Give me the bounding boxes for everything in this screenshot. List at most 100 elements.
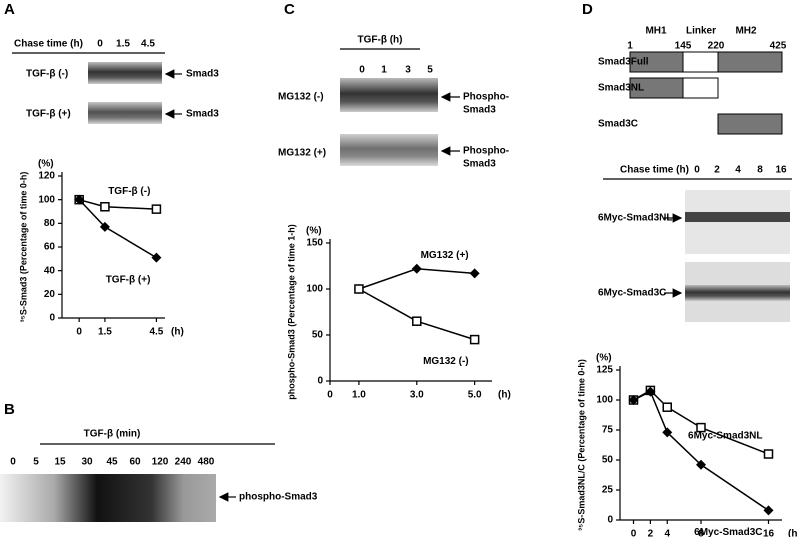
marker [763,505,774,516]
y-tick-label: 120 [38,171,55,182]
chase-label: Chase time (h) [620,165,689,176]
y-tick-label: 60 [44,242,56,253]
y-tick-label: 100 [596,395,613,406]
time: 60 [129,457,141,468]
time: 5 [427,65,433,76]
y-tick-label: 0 [607,515,613,526]
position: 425 [770,41,787,52]
band-label: Smad3 [463,159,496,170]
series-label: TGF-β (+) [106,274,151,285]
band-label: Phospho- [463,146,509,157]
band-label: phospho-Smad3 [239,492,318,503]
condition: MG132 (+) [278,148,326,159]
x-tick-label: 0 [76,327,82,338]
series-label: MG132 (-) [423,356,469,367]
y-tick-label: 100 [38,194,55,205]
time: 0 [359,65,365,76]
construct: Smad3C [598,119,638,130]
y-axis-label: ³⁵S-Smad3NL/C (Percentage of time 0-h) [576,359,586,531]
time: 1 [381,65,387,76]
x-tick-label: 0 [631,529,637,537]
chase-time: 0 [694,165,700,176]
y-tick-label: 50 [602,455,614,466]
band-label: Phospho- [463,92,509,103]
y-tick-label: 75 [602,425,614,436]
x-tick-label: 2 [648,529,654,537]
series-label: 6Myc-Smad3C [694,527,762,537]
time: 0 [10,457,16,468]
marker [151,204,162,214]
time: 30 [81,457,93,468]
panel-letter: D [582,1,593,18]
marker [151,252,162,263]
x-tick-label: 0 [327,390,333,401]
y-axis-label: phospho-Smad3 (Percentage of time 1-h) [286,224,296,400]
marker [696,459,706,470]
series-label: 6Myc-Smad3NL [688,431,762,442]
chase-label: Chase time (h) [14,39,83,50]
time: 120 [152,457,169,468]
series-line [633,390,769,512]
marker [354,284,364,294]
linker [682,77,719,99]
marker [469,334,480,345]
marker [412,316,422,326]
chase-time: 0 [97,39,103,50]
x-tick-label: 16 [763,529,775,537]
x-tick-label: 5.0 [468,390,482,401]
domain-label: MH1 [645,26,667,37]
chase-time: 1.5 [116,39,130,50]
time: 45 [106,457,118,468]
blot-band [685,212,790,222]
chase-time: 4.5 [141,39,155,50]
blot [88,102,162,124]
marker [100,202,110,212]
marker [645,386,656,397]
construct-row: 6Myc-Smad3NL [598,213,672,224]
linker [682,51,719,73]
time: 15 [54,457,66,468]
chase-time: 2 [714,165,720,176]
panel-letter: B [4,401,15,418]
marker [469,268,480,279]
y-tick-label: 0 [317,376,323,387]
y-tick-label: 125 [596,365,613,376]
x-tick-label: 1.0 [352,390,366,401]
blot-band [685,285,790,301]
series-label: MG132 (+) [421,250,469,261]
construct-row: 6Myc-Smad3C [598,288,666,299]
position: 1 [627,41,633,52]
time: 3 [405,65,411,76]
y-tick-label: 150 [306,238,323,249]
y-tick-label: 40 [44,265,56,276]
position: 145 [675,41,692,52]
construct: Smad3Full [598,57,649,68]
condition: MG132 (-) [278,92,324,103]
band-label: Smad3 [186,69,219,80]
y-tick-label: 100 [306,284,323,295]
marker [763,449,774,459]
x-unit: (h) [498,390,511,401]
x-tick-label: 1.5 [98,327,112,338]
y-tick-label: 80 [44,218,56,229]
blot [88,62,162,84]
y-unit: (%) [38,159,54,170]
domain-label: MH2 [735,26,757,37]
chase-time: 8 [757,165,763,176]
band-label: Smad3 [463,105,496,116]
series-label: TGF-β (-) [108,186,150,197]
panel-letter: C [284,1,295,18]
y-tick-label: 0 [49,313,55,324]
y-unit: (%) [306,226,322,237]
series-line [78,198,157,210]
x-unit: (h) [788,529,797,537]
header: TGF-β (min) [84,429,141,440]
marker [628,395,639,405]
mh2 [717,51,783,73]
y-unit: (%) [596,353,612,364]
y-tick-label: 25 [602,485,614,496]
domain-label: Linker [686,26,716,37]
y-tick-label: 50 [312,330,324,341]
blot [0,474,216,522]
